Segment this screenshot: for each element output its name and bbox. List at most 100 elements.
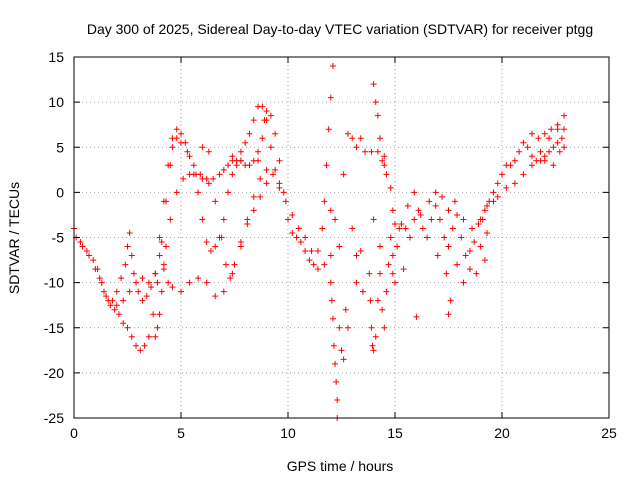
data-point: [561, 112, 568, 119]
data-point: [387, 184, 394, 191]
data-point: [524, 144, 531, 151]
data-point: [77, 239, 84, 246]
data-point: [270, 171, 277, 178]
data-point: [145, 333, 152, 340]
data-point: [329, 315, 336, 322]
data-point: [111, 306, 118, 313]
data-point: [338, 347, 345, 354]
x-tick-label: 5: [177, 425, 185, 441]
data-point: [195, 189, 202, 196]
data-point: [327, 94, 334, 101]
data-point: [308, 248, 315, 255]
data-point: [118, 275, 125, 282]
data-point: [163, 243, 170, 250]
data-point: [225, 189, 232, 196]
data-point: [130, 270, 137, 277]
data-point: [392, 220, 398, 227]
data-point: [128, 333, 135, 340]
data-point: [220, 288, 227, 295]
data-point: [205, 148, 212, 155]
data-point: [550, 162, 557, 169]
data-point: [227, 275, 234, 282]
data-point: [295, 225, 302, 232]
data-point: [158, 288, 165, 295]
data-point: [516, 148, 523, 155]
x-tick-label: 15: [387, 425, 403, 441]
series: [71, 63, 336, 354]
data-point: [323, 162, 330, 169]
data-point: [454, 261, 461, 268]
data-point: [359, 288, 366, 295]
data-point: [92, 266, 99, 273]
data-point: [137, 347, 144, 354]
data-point: [511, 157, 518, 164]
grid: [74, 57, 609, 418]
data-point: [381, 324, 388, 331]
data-point: [389, 207, 396, 214]
data-point: [528, 153, 535, 160]
data-point: [178, 288, 184, 295]
data-point: [257, 175, 264, 182]
data-point: [370, 81, 377, 88]
data-point: [314, 248, 321, 255]
data-point: [340, 356, 347, 363]
series: [477, 112, 568, 223]
data-point: [377, 135, 384, 142]
data-point: [255, 157, 262, 164]
data-point: [165, 279, 172, 286]
data-point: [141, 342, 148, 349]
data-point: [428, 216, 435, 223]
data-point: [458, 234, 465, 241]
data-point: [466, 266, 473, 273]
data-point: [190, 162, 197, 169]
data-point: [113, 302, 120, 309]
data-point: [178, 130, 184, 137]
data-point: [546, 135, 553, 142]
data-point: [186, 279, 193, 286]
data-point: [367, 297, 374, 304]
data-point: [285, 216, 291, 223]
data-point: [377, 270, 384, 277]
data-point: [449, 225, 456, 232]
axis-ticks: [73, 56, 610, 419]
data-point: [528, 162, 535, 169]
data-point: [139, 297, 146, 304]
data-point: [199, 216, 206, 223]
data-point: [302, 248, 309, 255]
data-point: [79, 243, 86, 250]
data-point: [381, 153, 388, 160]
data-point: [169, 144, 176, 151]
data-point: [520, 139, 527, 146]
data-point: [192, 171, 199, 178]
data-point: [481, 207, 488, 214]
data-point: [244, 220, 251, 227]
data-point: [394, 243, 401, 250]
series: [366, 81, 407, 354]
data-point: [402, 225, 409, 232]
data-point: [460, 279, 467, 286]
y-tick-label: -25: [44, 410, 64, 426]
data-point: [90, 257, 97, 264]
data-point: [150, 311, 157, 318]
data-point: [460, 216, 467, 223]
data-point: [276, 184, 283, 191]
data-point: [490, 198, 497, 205]
data-point: [379, 306, 386, 313]
data-point: [250, 193, 257, 200]
data-point: [160, 198, 167, 205]
data-point: [528, 130, 535, 137]
data-point: [387, 234, 394, 241]
data-point: [477, 243, 484, 250]
data-point: [160, 266, 167, 273]
data-point: [469, 225, 476, 232]
data-point: [173, 189, 180, 196]
data-point: [535, 135, 542, 142]
data-point: [237, 148, 244, 155]
data-point: [494, 180, 501, 187]
y-tick-label: 10: [48, 94, 64, 110]
data-point: [122, 261, 129, 268]
data-point: [374, 148, 381, 155]
y-tick-label: 0: [56, 184, 64, 200]
data-point: [334, 396, 341, 403]
